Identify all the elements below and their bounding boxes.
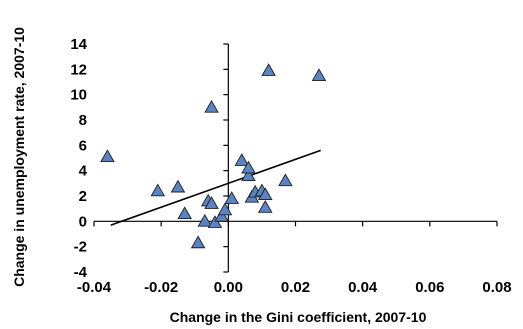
- data-point-triangle: [261, 63, 276, 76]
- data-point-triangle: [170, 179, 186, 193]
- data-point-triangle: [204, 196, 219, 209]
- data-point-triangle: [217, 202, 233, 216]
- data-point-triangle: [190, 235, 206, 249]
- y-tick-label: 0: [79, 213, 87, 230]
- data-point-triangle: [241, 160, 256, 174]
- x-axis-title: Change in the Gini coefficient, 2007-10: [170, 309, 427, 325]
- y-tick-label: 12: [70, 61, 87, 78]
- trendline-layer: [110, 149, 321, 226]
- data-point-triangle: [241, 168, 256, 182]
- data-points: [100, 63, 327, 249]
- trendline: [110, 149, 321, 226]
- y-tick-label: 2: [79, 188, 87, 205]
- data-point-triangle: [207, 215, 223, 228]
- data-point-triangle: [224, 191, 239, 204]
- data-point-triangle: [100, 149, 115, 163]
- data-point-triangle: [278, 173, 293, 187]
- data-point-triangle: [177, 206, 192, 220]
- data-point-triangle: [257, 187, 273, 201]
- tick-labels: -4 -2 0 2 4 6 8 10 12 14 -0.04 -0.02 0.00 0.02 0.04 0.0…: [70, 36, 511, 296]
- x-tick-label: 0.08: [482, 279, 511, 296]
- y-tick-label: 8: [79, 112, 87, 129]
- axes: [93, 43, 498, 273]
- x-tick-label: 0.06: [415, 279, 444, 296]
- y-tick-label: -4: [74, 264, 88, 281]
- y-tick-label: 4: [79, 163, 88, 180]
- data-point-triangle: [150, 183, 166, 197]
- data-point-triangle: [257, 199, 273, 213]
- data-point-triangle: [234, 153, 250, 166]
- data-point-triangle: [204, 99, 219, 113]
- y-tick-label: 10: [70, 87, 87, 104]
- y-tick-label: 14: [70, 36, 87, 53]
- data-point-triangle: [311, 68, 327, 81]
- y-tick-label: -2: [74, 239, 87, 256]
- y-axis-title: Change in unemployment rate, 2007-10: [11, 27, 27, 287]
- y-tick-label: 6: [79, 137, 87, 154]
- data-point-triangle: [214, 208, 229, 222]
- x-tick-label: 0.00: [214, 279, 243, 296]
- x-tick-label: -0.02: [144, 279, 178, 296]
- x-tick-label: 0.04: [348, 279, 378, 296]
- x-tick-label: -0.04: [77, 279, 112, 296]
- data-point-triangle: [197, 213, 213, 227]
- x-tick-label: 0.02: [281, 279, 310, 296]
